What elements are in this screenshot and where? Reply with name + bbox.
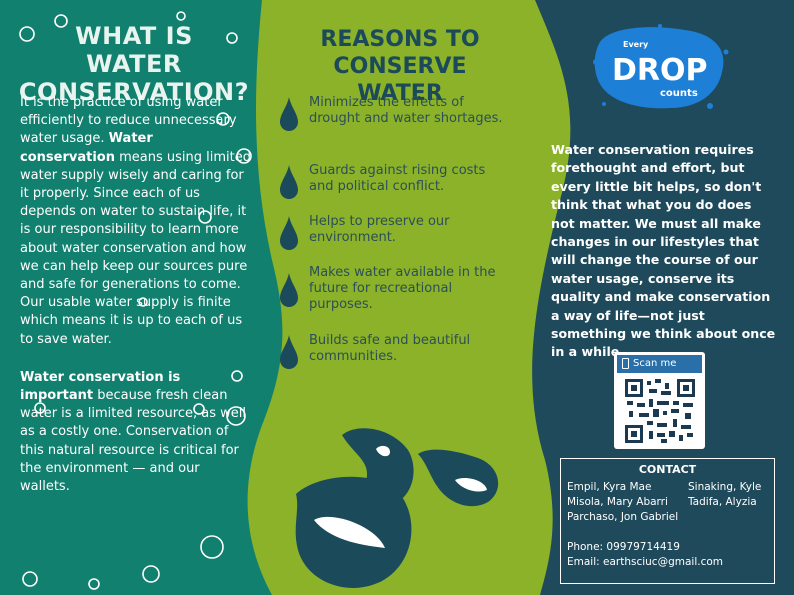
- paragraph-text: It is the practice of using water effici…: [20, 95, 237, 147]
- teal-panel: [0, 0, 283, 595]
- lime-panel: [245, 0, 571, 595]
- water-drop-icon: [280, 165, 298, 199]
- bold-term: Water conservation: [20, 131, 153, 165]
- contact-box: CONTACT Empil, Kyra Mae Sinaking, Kyle M…: [560, 458, 775, 584]
- scan-me-header: Scan me: [617, 355, 702, 373]
- title-what-is: WHAT IS: [75, 22, 193, 50]
- bubble-decoration: [19, 11, 252, 590]
- phone-icon: [622, 358, 629, 369]
- contact-name: Misola, Mary Abarri: [567, 496, 668, 508]
- contact-name: Sinaking, Kyle: [688, 481, 762, 493]
- qr-code-card[interactable]: Scan me: [614, 352, 705, 449]
- reason-text: Guards against rising costs and politica…: [309, 163, 486, 194]
- title-reasons-to: REASONS TO: [320, 27, 480, 52]
- middle-title: REASONS TO CONSERVE WATER: [300, 26, 500, 107]
- qr-code-image[interactable]: [625, 379, 695, 443]
- left-body: It is the practice of using water effici…: [20, 94, 252, 496]
- contact-phone[interactable]: Phone: 09979714419: [567, 541, 680, 553]
- left-title: WHAT IS WATER CONSERVATION?: [0, 22, 268, 106]
- contact-title: CONTACT: [638, 463, 697, 476]
- bold-term: Water conservation is important: [20, 369, 181, 404]
- logo-every: Every: [623, 40, 649, 49]
- water-drop-icon: [280, 335, 298, 369]
- water-drop-icon: [280, 273, 298, 307]
- paragraph-importance: Water conservation is important because …: [20, 369, 252, 496]
- reason-text: Minimizes the effects of drought and wat…: [309, 95, 503, 126]
- water-drops-illustration: [295, 428, 499, 588]
- logo-drop: DROP: [612, 53, 708, 88]
- paragraph-text: means using limited water supply wisely …: [20, 149, 251, 347]
- every-drop-counts-logo: Every DROP counts: [593, 24, 729, 109]
- reason-text: Builds safe and beautiful communities.: [309, 333, 471, 364]
- water-drop-icon: [280, 216, 298, 250]
- contact-name: Tadifa, Alyzia: [688, 496, 757, 508]
- contact-name: Empil, Kyra Mae: [567, 481, 652, 493]
- title-conserve-water: CONSERVE WATER: [333, 54, 467, 106]
- contact-name: Parchaso, Jon Gabriel: [567, 511, 679, 523]
- water-drop-icon: [280, 97, 298, 131]
- right-paragraph: Water conservation requires forethought …: [551, 142, 776, 360]
- reason-text: Makes water available in the future for …: [309, 265, 496, 312]
- scan-me-label: Scan me: [633, 358, 677, 369]
- reason-text: Helps to preserve our environment.: [309, 214, 450, 245]
- title-water-conservation: WATER CONSERVATION?: [18, 50, 250, 106]
- logo-counts: counts: [660, 88, 698, 99]
- paragraph-definition: It is the practice of using water effici…: [20, 94, 252, 349]
- paragraph-text: because fresh clean water is a limited r…: [20, 388, 246, 495]
- contact-email[interactable]: Email: earthsciuc@gmail.com: [567, 556, 724, 568]
